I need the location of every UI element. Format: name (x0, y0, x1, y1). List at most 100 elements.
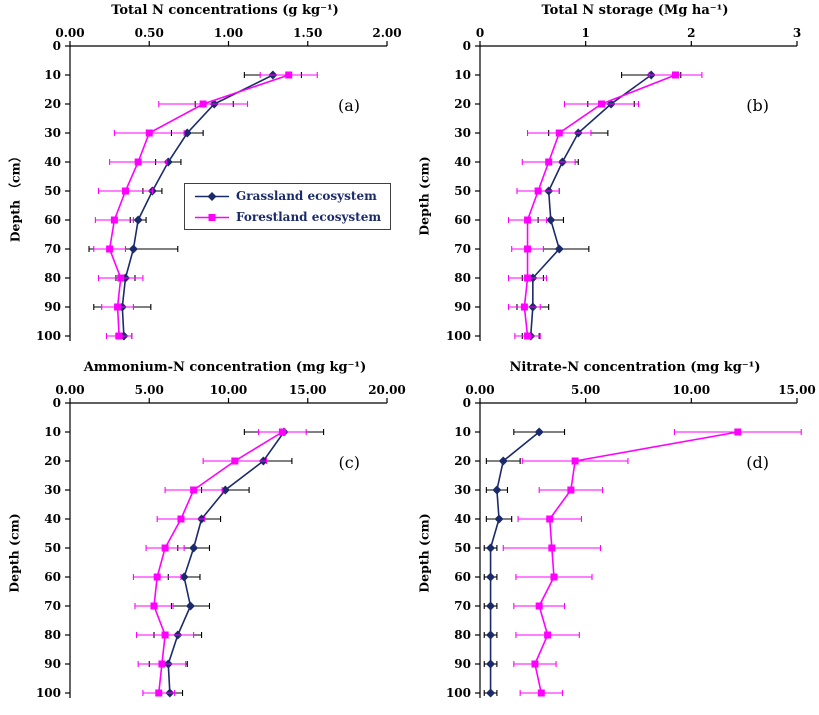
legend-item-grassland: Grassland ecosystem (194, 189, 381, 203)
axes (475, 398, 798, 698)
series-forestland (502, 428, 802, 697)
legend-item-forestland: Forestland ecosystem (194, 210, 381, 224)
svg-text:10: 10 (44, 425, 61, 439)
svg-text:40: 40 (44, 155, 61, 169)
series-grassland (148, 427, 325, 698)
svg-text:50: 50 (44, 184, 61, 198)
svg-text:5.00: 5.00 (135, 383, 164, 397)
panel-a-title: Total N concentrations (g kg⁻¹) (111, 3, 339, 18)
svg-text:1.00: 1.00 (214, 26, 243, 40)
panel-a-ylabel: Depth （cm） (7, 149, 23, 243)
svg-text:10: 10 (454, 68, 471, 82)
svg-text:2.00: 2.00 (372, 26, 401, 40)
svg-text:0.00: 0.00 (55, 383, 84, 397)
axes (65, 398, 388, 698)
svg-text:20.00: 20.00 (368, 383, 406, 397)
svg-text:90: 90 (454, 657, 471, 671)
svg-text:90: 90 (44, 657, 61, 671)
svg-text:60: 60 (454, 213, 471, 227)
svg-text:80: 80 (454, 628, 471, 642)
panel-d-ylabel: Depth (cm) (416, 513, 432, 593)
svg-text:15.00: 15.00 (289, 383, 327, 397)
svg-text:70: 70 (44, 599, 61, 613)
svg-text:70: 70 (44, 242, 61, 256)
panel-b: 0 1 2 3 0 10 20 30 40 50 60 70 80 90 100 Total N stora… (410, 0, 819, 357)
svg-text:30: 30 (454, 126, 471, 140)
svg-text:70: 70 (454, 242, 471, 256)
svg-text:3: 3 (793, 26, 801, 40)
panel-b-ylabel: Depth (cm) (416, 156, 432, 236)
svg-text:80: 80 (454, 271, 471, 285)
svg-text:30: 30 (44, 483, 61, 497)
series-grassland (516, 70, 682, 341)
svg-text:0: 0 (53, 39, 61, 53)
svg-text:80: 80 (44, 271, 61, 285)
panel-b-title: Total N storage (Mg ha⁻¹) (541, 3, 729, 18)
svg-text:90: 90 (44, 300, 61, 314)
svg-text:50: 50 (454, 184, 471, 198)
axes (475, 41, 798, 341)
panel-b-letter: (b) (746, 96, 769, 115)
svg-text:1.50: 1.50 (293, 26, 322, 40)
legend-label-grassland: Grassland ecosystem (236, 189, 377, 203)
panel-a: 0.00 0.50 1.00 1.50 2.00 0 10 20 30 40 50 60 70 80 90 1… (0, 0, 410, 357)
forestland-marker-icon (195, 213, 229, 221)
svg-text:40: 40 (44, 512, 61, 526)
svg-text:100: 100 (36, 686, 61, 700)
svg-text:10: 10 (44, 68, 61, 82)
svg-text:60: 60 (454, 570, 471, 584)
svg-text:5.00: 5.00 (571, 383, 600, 397)
svg-text:90: 90 (454, 300, 471, 314)
svg-text:50: 50 (454, 541, 471, 555)
svg-text:0: 0 (476, 26, 484, 40)
svg-text:15.00: 15.00 (778, 383, 816, 397)
svg-text:50: 50 (44, 541, 61, 555)
panel-d-plot: 0.00 5.00 10.00 15.00 0 10 20 30 40 50 60 70 80 90 100 (446, 383, 816, 700)
svg-text:30: 30 (454, 483, 471, 497)
svg-text:20: 20 (454, 454, 471, 468)
svg-text:10.00: 10.00 (673, 383, 711, 397)
svg-text:60: 60 (44, 570, 61, 584)
svg-text:2: 2 (687, 26, 695, 40)
svg-text:0: 0 (53, 396, 61, 410)
axes (65, 41, 388, 341)
svg-text:20: 20 (44, 454, 61, 468)
series-grassland (483, 427, 566, 698)
legend-label-forestland: Forestland ecosystem (236, 210, 382, 224)
svg-text:0.50: 0.50 (135, 26, 164, 40)
svg-text:10.00: 10.00 (210, 383, 248, 397)
svg-text:100: 100 (446, 686, 471, 700)
svg-text:0: 0 (463, 39, 471, 53)
panel-d-title: Nitrate-N concentration (mg kg⁻¹) (509, 360, 761, 375)
panel-c-letter: (c) (338, 453, 360, 472)
panel-c-title: Ammonium-N concentration (mg kg⁻¹) (83, 360, 367, 375)
svg-text:0: 0 (463, 396, 471, 410)
svg-text:10: 10 (454, 425, 471, 439)
legend: Grassland ecosystem Forestland ecosystem (184, 183, 392, 230)
svg-text:60: 60 (44, 213, 61, 227)
svg-text:30: 30 (44, 126, 61, 140)
grassland-marker-icon (195, 191, 229, 201)
svg-text:40: 40 (454, 512, 471, 526)
svg-text:1: 1 (581, 26, 589, 40)
series-forestland (507, 71, 703, 340)
series-forestland (93, 71, 318, 340)
panel-c-plot: 0.00 5.00 10.00 15.00 20.00 0 10 20 30 40 50 60 70 80… (36, 383, 406, 700)
panel-c-ylabel: Depth (cm) (6, 513, 22, 593)
panel-a-letter: (a) (337, 96, 360, 115)
panel-d-letter: (d) (746, 453, 769, 472)
panel-a-plot: 0.00 0.50 1.00 1.50 2.00 0 10 20 30 40 50 60 70 80 90 1… (36, 26, 402, 343)
svg-text:70: 70 (454, 599, 471, 613)
panel-c: 0.00 5.00 10.00 15.00 20.00 0 10 20 30 40 50 60 70 80… (0, 357, 410, 715)
panel-d: 0.00 5.00 10.00 15.00 0 10 20 30 40 50 60 70 80 90 100… (410, 357, 819, 715)
series-forestland (132, 428, 307, 697)
svg-text:20: 20 (44, 97, 61, 111)
svg-text:100: 100 (446, 329, 471, 343)
svg-text:20: 20 (454, 97, 471, 111)
svg-text:0.00: 0.00 (465, 383, 494, 397)
svg-text:80: 80 (44, 628, 61, 642)
svg-text:0.00: 0.00 (55, 26, 84, 40)
svg-text:100: 100 (36, 329, 61, 343)
